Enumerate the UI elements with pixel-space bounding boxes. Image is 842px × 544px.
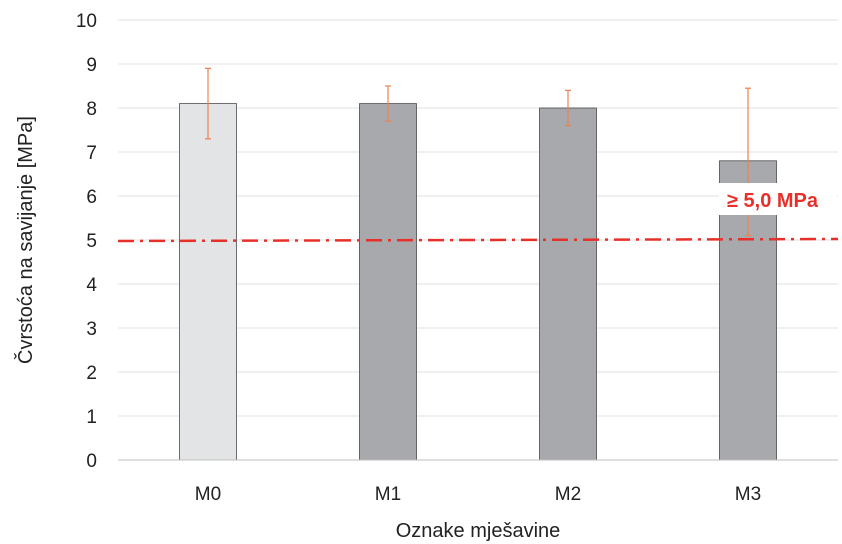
y-axis-title: Čvrstoća na savijanje [MPa] <box>14 116 37 364</box>
x-tick-label: M3 <box>735 484 761 505</box>
y-tick-label: 4 <box>86 275 97 296</box>
x-axis-ticks: M0 M1 M2 M3 <box>195 484 761 505</box>
y-tick-label: 2 <box>86 363 97 384</box>
y-tick-label: 3 <box>86 319 97 340</box>
y-tick-label: 6 <box>86 187 97 208</box>
y-tick-label: 0 <box>86 451 97 472</box>
y-tick-label: 8 <box>86 99 97 120</box>
y-tick-label: 5 <box>86 231 97 252</box>
bars <box>179 103 777 461</box>
y-tick-label: 9 <box>86 55 97 76</box>
gridlines <box>118 19 838 417</box>
y-tick-label: 7 <box>86 143 97 164</box>
bar <box>539 107 597 461</box>
x-tick-label: M1 <box>375 484 401 505</box>
threshold-line <box>117 237 839 243</box>
x-tick-label: M0 <box>195 484 221 505</box>
threshold-label-bg <box>719 183 837 215</box>
x-tick-label: M2 <box>555 484 581 505</box>
x-axis-title: Oznake mješavine <box>396 520 561 542</box>
bar <box>359 103 417 461</box>
y-tick-label: 1 <box>86 407 97 428</box>
threshold-label: ≥ 5,0 MPa <box>727 190 819 212</box>
y-axis-ticks: 0 1 2 3 4 5 6 7 8 9 10 <box>76 11 98 472</box>
bar <box>179 103 237 461</box>
y-tick-label: 10 <box>76 11 97 32</box>
